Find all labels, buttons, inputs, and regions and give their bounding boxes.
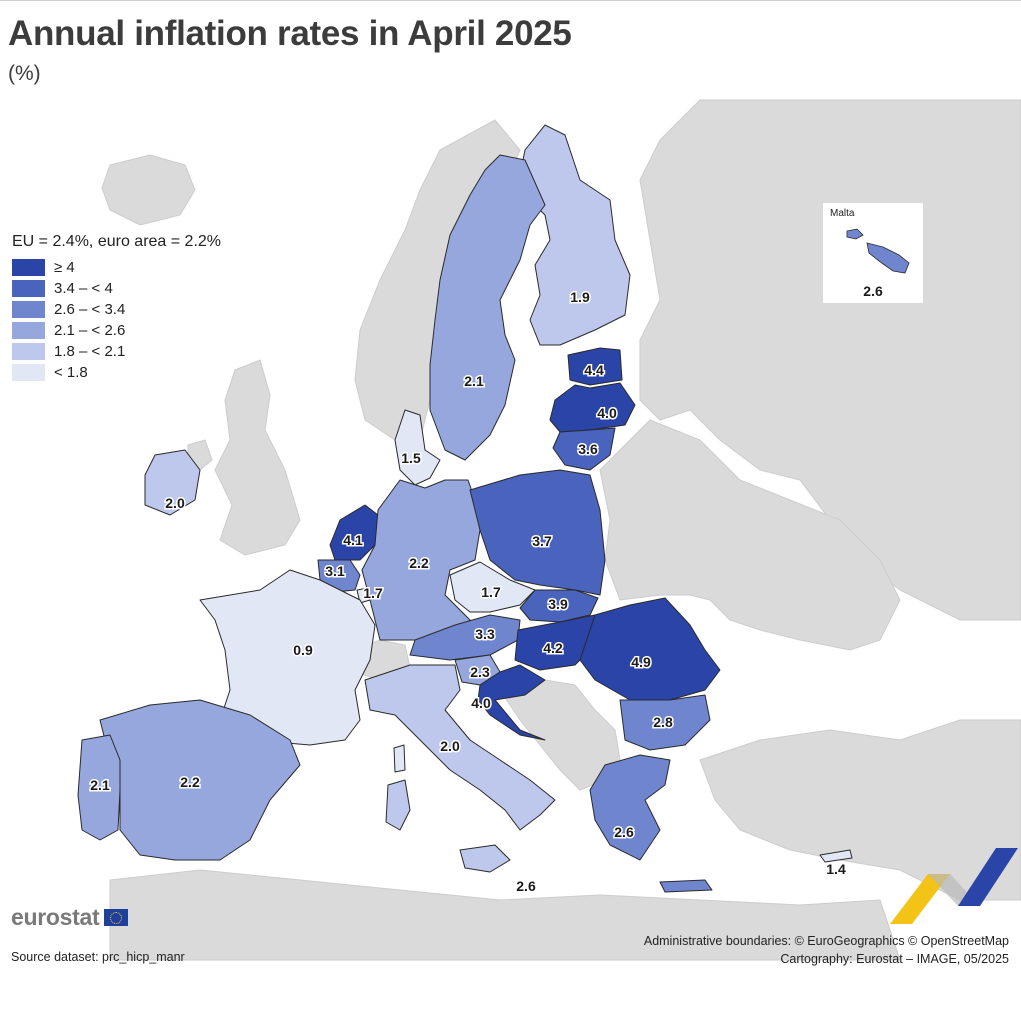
label-slovakia: 3.9 xyxy=(548,596,568,612)
region-estonia xyxy=(567,347,623,386)
legend-label: 2.6 – < 3.4 xyxy=(54,301,126,318)
label-cyprus: 1.4 xyxy=(826,861,846,877)
malta-inset-title: Malta xyxy=(830,208,855,219)
eurostat-logo: eurostat xyxy=(11,904,129,931)
label-lithuania: 3.6 xyxy=(578,441,598,457)
label-netherlands: 4.1 xyxy=(343,532,363,548)
region-denmark xyxy=(394,409,441,486)
label-latvia: 4.0 xyxy=(597,405,617,421)
legend-swatch xyxy=(12,322,45,339)
label-greece: 2.6 xyxy=(614,824,634,840)
legend-swatch xyxy=(12,364,45,381)
legend: EU = 2.4%, euro area = 2.2% ≥ 4 3.4 – < … xyxy=(12,233,221,383)
region-spain xyxy=(99,699,301,861)
value-labels: 1.9 2.1 4.4 4.0 3.6 1.5 2.0 4.1 3.1 1.7 … xyxy=(89,288,848,896)
label-france: 0.9 xyxy=(293,642,313,658)
region-italy xyxy=(364,664,556,831)
label-spain: 2.2 xyxy=(180,774,200,790)
label-germany: 2.2 xyxy=(409,555,429,571)
legend-header: EU = 2.4%, euro area = 2.2% xyxy=(12,233,222,250)
credits: Administrative boundaries: © EuroGeograp… xyxy=(644,932,1009,968)
decorative-ribbon-icon xyxy=(890,848,1018,924)
label-luxembourg: 1.7 xyxy=(363,585,383,601)
region-ireland xyxy=(144,449,201,516)
malta-inset-value: 2.6 xyxy=(863,283,883,299)
legend-item: 2.1 – < 2.6 xyxy=(12,320,221,341)
label-poland: 3.7 xyxy=(532,533,552,549)
label-estonia: 4.4 xyxy=(584,362,604,378)
page-subtitle: (%) xyxy=(8,62,41,85)
region-netherlands xyxy=(329,504,379,561)
region-greece xyxy=(589,754,671,861)
logo-text: eurostat xyxy=(11,904,100,930)
credit-cartography: Cartography: Eurostat – IMAGE, 05/2025 xyxy=(780,952,1009,966)
region-finland xyxy=(519,124,631,346)
region-crete xyxy=(659,879,713,893)
eu-countries xyxy=(77,124,853,893)
legend-label: 3.4 – < 4 xyxy=(54,280,113,297)
label-ireland: 2.0 xyxy=(165,495,185,511)
region-sweden xyxy=(429,154,546,461)
region-germany xyxy=(361,479,481,641)
region-bulgaria xyxy=(619,694,711,751)
region-romania xyxy=(579,597,721,701)
legend-item: 2.6 – < 3.4 xyxy=(12,299,221,320)
region-latvia xyxy=(549,382,636,433)
region-poland xyxy=(469,469,606,596)
malta-inset: Malta 2.6 xyxy=(822,202,924,304)
region-croatia xyxy=(477,664,546,741)
region-portugal xyxy=(77,734,121,841)
label-italy: 2.0 xyxy=(440,738,460,754)
legend-swatch xyxy=(12,280,45,297)
region-sardinia xyxy=(385,779,411,831)
credit-boundaries: Administrative boundaries: © EuroGeograp… xyxy=(643,934,1009,948)
legend-item: < 1.8 xyxy=(12,362,221,383)
label-slovenia: 2.3 xyxy=(470,664,490,680)
label-denmark: 1.5 xyxy=(401,450,421,466)
legend-swatch xyxy=(12,259,45,276)
region-cyprus xyxy=(819,849,853,863)
eu-flag-icon xyxy=(104,909,129,926)
region-france xyxy=(199,569,376,746)
legend-label: 1.8 – < 2.1 xyxy=(54,343,126,360)
non-eu-land xyxy=(101,99,1021,961)
legend-label: < 1.8 xyxy=(54,364,88,381)
label-malta: 2.6 xyxy=(516,878,536,894)
label-finland: 1.9 xyxy=(570,289,590,305)
legend-label: ≥ 4 xyxy=(54,259,75,276)
legend-swatch xyxy=(12,301,45,318)
legend-label: 2.1 – < 2.6 xyxy=(54,322,126,339)
label-czechia: 1.7 xyxy=(481,584,501,600)
label-sweden: 2.1 xyxy=(464,373,484,389)
legend-swatch xyxy=(12,343,45,360)
legend-item: 1.8 – < 2.1 xyxy=(12,341,221,362)
label-belgium: 3.1 xyxy=(325,563,345,579)
label-bulgaria: 2.8 xyxy=(653,714,673,730)
region-lithuania xyxy=(552,427,616,471)
legend-item: ≥ 4 xyxy=(12,257,221,278)
top-rule xyxy=(0,0,1021,1)
label-croatia: 4.0 xyxy=(471,695,491,711)
legend-item: 3.4 – < 4 xyxy=(12,278,221,299)
label-hungary: 4.2 xyxy=(543,640,563,656)
label-austria: 3.3 xyxy=(475,626,495,642)
region-sicily xyxy=(459,844,511,873)
label-portugal: 2.1 xyxy=(90,777,110,793)
label-romania: 4.9 xyxy=(631,654,651,670)
source-dataset: Source dataset: prc_hicp_manr xyxy=(11,950,185,964)
page-title: Annual inflation rates in April 2025 xyxy=(8,14,572,53)
malta-shape xyxy=(846,228,910,274)
region-corsica xyxy=(393,744,406,773)
region-czechia xyxy=(449,561,536,613)
